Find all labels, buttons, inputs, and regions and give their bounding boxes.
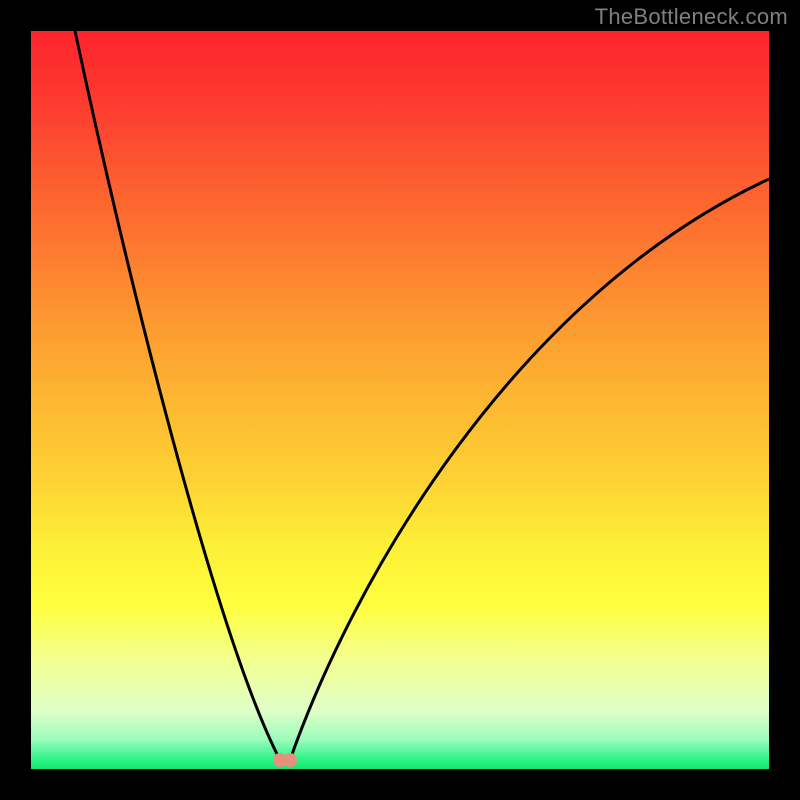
chart-curve — [31, 31, 769, 769]
chart-plot-area — [31, 31, 769, 769]
watermark-text: TheBottleneck.com — [595, 4, 788, 30]
chart-marker — [283, 753, 297, 767]
